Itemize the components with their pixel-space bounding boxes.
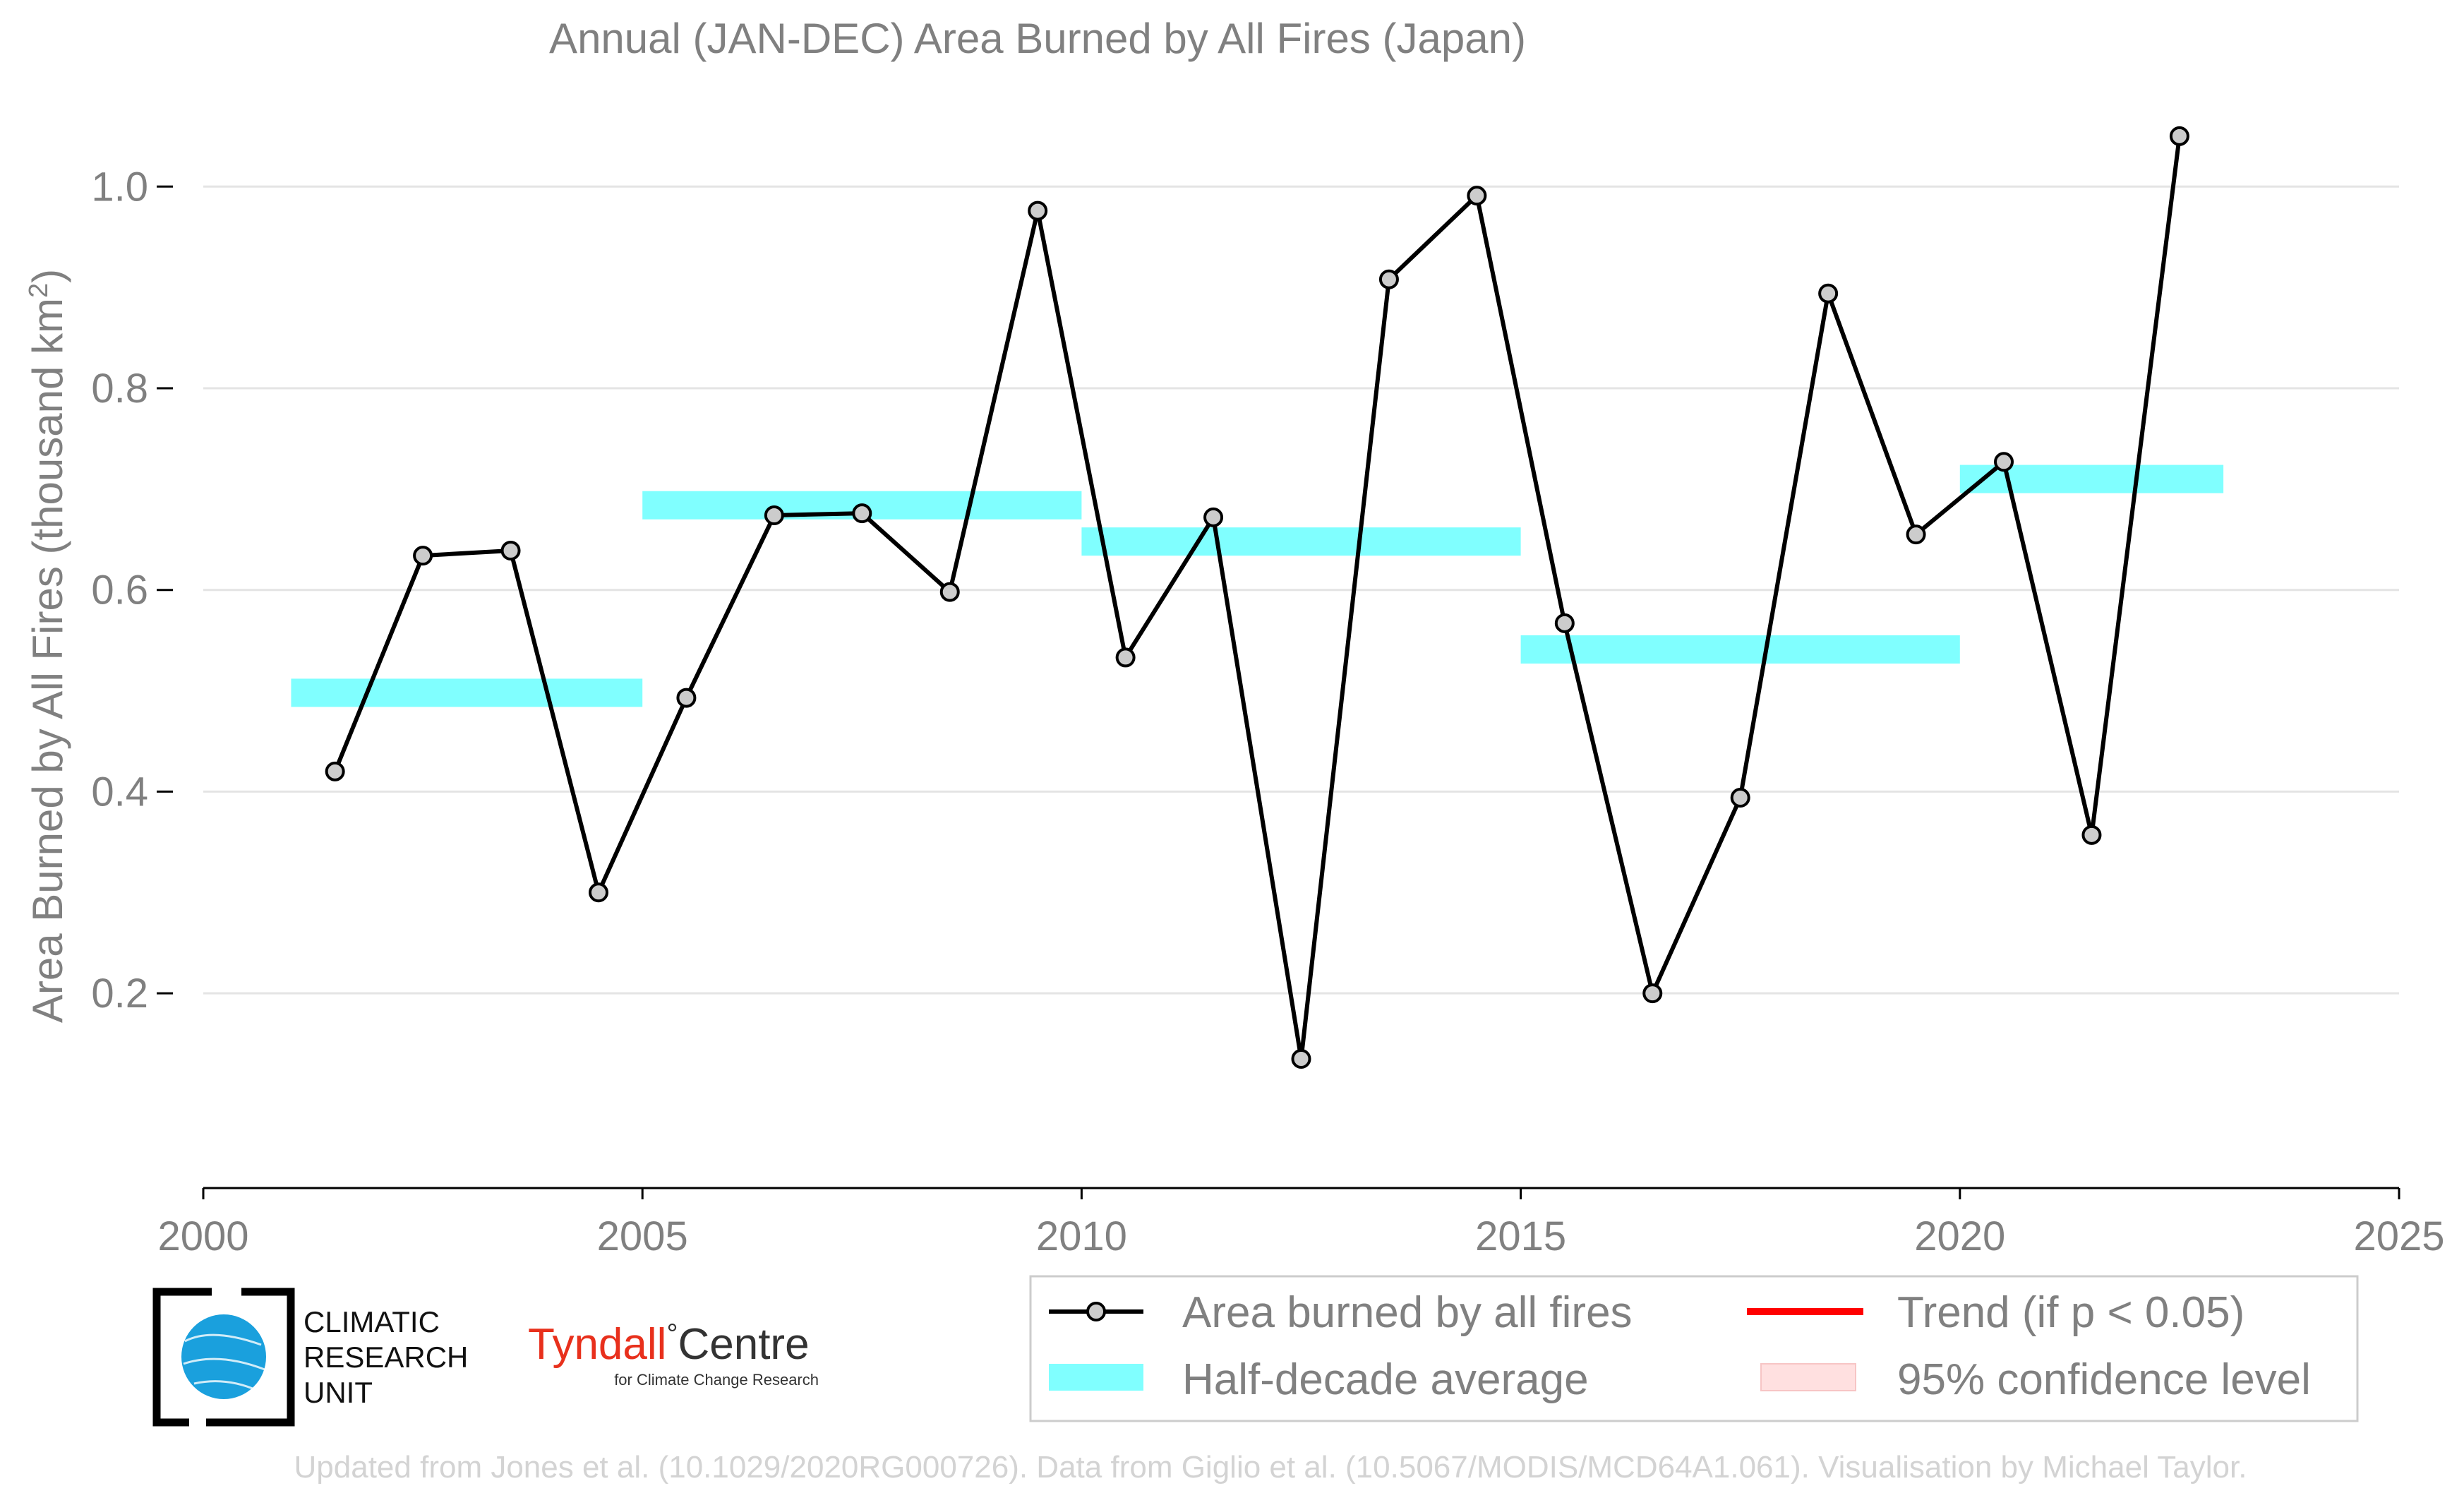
data-point-1: [413, 546, 433, 566]
x-tick-label-2: 2010: [1036, 1213, 1127, 1259]
data-point-7: [939, 582, 960, 602]
y-tick-label-4: 1.0: [91, 164, 148, 210]
half-decade-bar-0: [291, 678, 643, 707]
half-decade-bar-2: [1081, 527, 1521, 556]
data-point-14: [1554, 613, 1575, 633]
axes: 0.2 0.4 0.6 0.8 1.0 2000 2005 2010 2015 2020 2025: [91, 164, 2444, 1259]
y-axis-label-main: Area Burned by All Fires (thousand km: [24, 298, 71, 1023]
legend-label-half-decade: Half-decade average: [1182, 1355, 1589, 1404]
tyndall-subtitle: for Climate Change Research: [614, 1371, 819, 1389]
data-point-13: [1467, 186, 1487, 206]
data-point-4: [676, 688, 697, 708]
tyndall-name: Tyndall: [528, 1320, 666, 1369]
data-point-0: [325, 761, 345, 781]
area-burned-series: [325, 126, 2189, 1069]
y-tick-label-2: 0.6: [91, 568, 148, 613]
cru-logo-bracket-left: [152, 1288, 212, 1427]
tyndall-centre: Centre: [678, 1320, 809, 1369]
data-credit: Updated from Jones et al. (10.1029/2020R…: [294, 1450, 2247, 1485]
data-point-5: [764, 505, 784, 525]
cru-logo: CLIMATIC RESEARCH UNIT: [152, 1288, 468, 1427]
x-tick-label-3: 2015: [1475, 1213, 1566, 1259]
data-point-2: [500, 541, 521, 560]
legend-swatch-confidence: [1760, 1363, 1856, 1391]
legend-frame: [1029, 1275, 2359, 1422]
legend-label-trend: Trend (if p < 0.05): [1897, 1288, 2244, 1337]
chart-title: Annual (JAN-DEC) Area Burned by All Fire…: [549, 15, 1526, 62]
y-axis-label-end: ): [24, 269, 71, 283]
data-point-12: [1378, 269, 1399, 289]
tyndall-wordmark: Tyndall°Centre: [528, 1319, 810, 1369]
data-point-20: [2081, 825, 2102, 845]
data-point-9: [1115, 647, 1136, 668]
data-point-18: [1906, 524, 1926, 545]
data-point-16: [1730, 788, 1750, 808]
y-tick-label-3: 0.8: [91, 366, 148, 412]
cru-globe-lines-icon: [183, 1333, 265, 1392]
data-point-3: [588, 882, 608, 903]
cru-logo-bracket-right: [206, 1288, 295, 1427]
legend-swatch-half-decade: [1049, 1364, 1143, 1391]
data-point-8: [1028, 200, 1048, 221]
y-axis-label: Area Burned by All Fires (thousand km2): [24, 269, 71, 1023]
tyndall-degree: °: [666, 1319, 678, 1350]
data-point-11: [1291, 1049, 1311, 1069]
data-point-15: [1642, 983, 1663, 1004]
y-tick-label-1: 0.4: [91, 769, 148, 815]
x-tick-label-1: 2005: [597, 1213, 688, 1259]
data-point-10: [1203, 507, 1224, 527]
area-burned-line: [332, 136, 2182, 1061]
legend-swatch-marker: [1086, 1302, 1106, 1321]
legend-label-area-burned: Area burned by all fires: [1182, 1288, 1633, 1337]
cru-logo-line3: UNIT: [304, 1376, 373, 1409]
x-tick-label-0: 2000: [157, 1213, 248, 1259]
tyndall-logo: Tyndall°Centre for Climate Change Resear…: [528, 1319, 819, 1389]
cru-logo-line1: CLIMATIC: [304, 1305, 440, 1338]
data-point-6: [852, 503, 872, 524]
y-axis-label-superscript: 2: [24, 283, 54, 298]
x-tick-label-4: 2020: [1914, 1213, 2005, 1259]
half-decade-bar-3: [1520, 635, 1960, 664]
x-tick-label-5: 2025: [2353, 1213, 2444, 1259]
data-point-21: [2169, 126, 2189, 146]
cru-globe-icon: [181, 1314, 266, 1399]
y-tick-label-0: 0.2: [91, 971, 148, 1017]
cru-logo-line2: RESEARCH: [304, 1341, 468, 1374]
legend-label-confidence: 95% confidence level: [1897, 1355, 2311, 1404]
data-point-17: [1818, 283, 1839, 304]
data-point-19: [1994, 452, 2014, 472]
legend: Area burned by all fires Trend (if p < 0…: [1029, 1275, 2359, 1422]
